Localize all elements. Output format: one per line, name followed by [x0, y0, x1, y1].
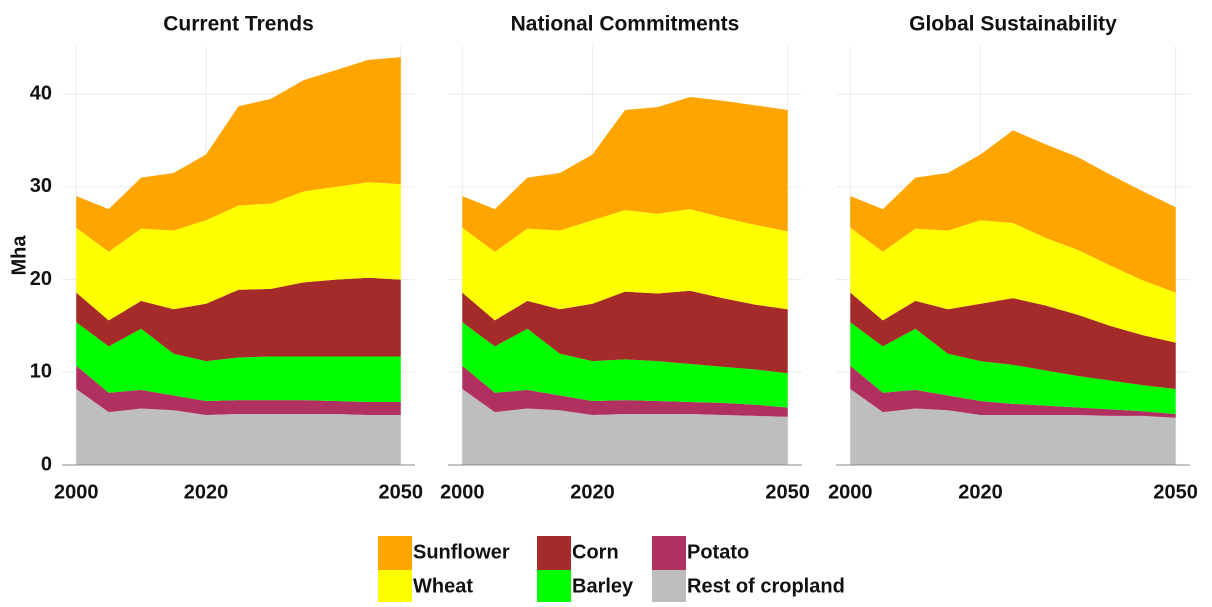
- area: [462, 96, 788, 252]
- y-tick-label: 40: [30, 82, 52, 104]
- panel-title: Current Trends: [163, 13, 314, 36]
- area: [462, 209, 788, 321]
- legend-swatch: [378, 536, 412, 570]
- y-tick-label: 10: [30, 361, 52, 383]
- area: [76, 388, 401, 465]
- legend-swatch: [378, 570, 412, 604]
- area: [462, 388, 788, 465]
- area: [76, 322, 401, 402]
- x-tick-label: 2050: [378, 481, 423, 503]
- legend-swatch: [652, 570, 686, 604]
- legend-swatch: [537, 570, 571, 604]
- area: [850, 130, 1176, 293]
- legend-label: Rest of cropland: [687, 575, 845, 597]
- y-axis-label: Mha: [8, 235, 30, 276]
- legend-swatch: [537, 536, 571, 570]
- legend-label: Barley: [572, 575, 634, 597]
- area: [76, 182, 401, 321]
- panel-title: National Commitments: [511, 13, 740, 36]
- y-tick-label: 0: [41, 453, 52, 475]
- area: [850, 322, 1176, 415]
- area: [850, 365, 1176, 418]
- y-tick-label: 20: [30, 268, 52, 290]
- legend-label: Wheat: [413, 575, 473, 597]
- panel-title: Global Sustainability: [909, 13, 1117, 36]
- x-tick-label: 2000: [828, 481, 873, 503]
- legend-label: Corn: [572, 541, 619, 563]
- x-tick-label: 2000: [440, 481, 485, 503]
- area: [462, 322, 788, 408]
- x-tick-label: 2050: [765, 481, 810, 503]
- legend-label: Potato: [687, 541, 749, 563]
- area: [850, 292, 1176, 389]
- x-tick-label: 2020: [184, 481, 229, 503]
- x-tick-label: 2020: [958, 481, 1003, 503]
- x-tick-label: 2000: [54, 481, 99, 503]
- area: [462, 365, 788, 417]
- area: [76, 57, 401, 252]
- x-tick-label: 2050: [1153, 481, 1198, 503]
- y-tick-label: 30: [30, 175, 52, 197]
- area: [76, 277, 401, 362]
- area: [76, 365, 401, 415]
- area: [462, 290, 788, 374]
- area: [850, 388, 1176, 465]
- legend-label: Sunflower: [413, 541, 510, 563]
- area: [850, 220, 1176, 343]
- x-tick-label: 2020: [570, 481, 615, 503]
- legend-swatch: [652, 536, 686, 570]
